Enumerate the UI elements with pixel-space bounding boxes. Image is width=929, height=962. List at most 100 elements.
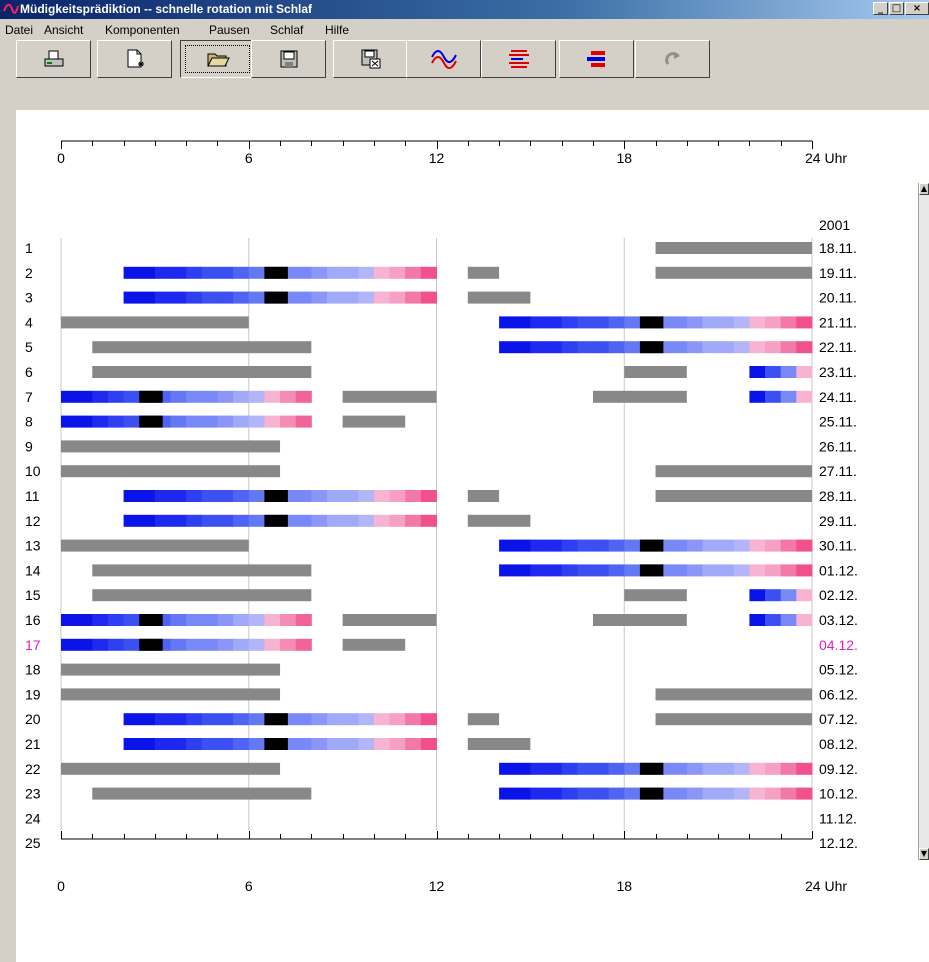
- row-label: 8: [25, 414, 33, 430]
- shift-block: [530, 564, 547, 577]
- shift-block: [248, 614, 265, 626]
- shift-block: [373, 738, 391, 750]
- print-button[interactable]: [16, 40, 91, 78]
- shift-block: [92, 415, 109, 428]
- save-button[interactable]: [251, 40, 326, 78]
- shift-block: [186, 490, 203, 502]
- red-blue-bars-button[interactable]: [559, 40, 634, 78]
- row-label: 11: [25, 488, 40, 504]
- export-button[interactable]: [333, 40, 408, 78]
- shift-block: [686, 539, 703, 552]
- red-bars-button[interactable]: [481, 40, 556, 78]
- open-button[interactable]: [180, 40, 255, 78]
- shift-block: [592, 564, 610, 577]
- sleep-bar: [655, 688, 812, 701]
- shift-block: [311, 490, 328, 502]
- sleep-bar: [655, 465, 812, 478]
- menu-komponenten[interactable]: Komponenten: [105, 23, 180, 37]
- shift-block: [514, 787, 531, 800]
- shift-block: [420, 490, 437, 502]
- shift-block: [373, 713, 391, 726]
- shift-block: [796, 366, 813, 378]
- shift-block: [170, 490, 187, 502]
- shift-block: [546, 539, 563, 552]
- shift-block: [170, 713, 187, 726]
- shift-block: [780, 316, 797, 329]
- sleep-bar: [92, 564, 312, 577]
- shift-block: [186, 266, 203, 279]
- shift-block: [671, 762, 688, 775]
- shift-block: [765, 787, 782, 800]
- shift-block: [733, 341, 750, 354]
- shift-block: [499, 787, 516, 800]
- scroll-up-arrow-icon[interactable]: ▲: [919, 183, 929, 195]
- shift-block: [186, 514, 203, 527]
- shift-block: [514, 316, 531, 329]
- wake-marker: [264, 713, 288, 726]
- shift-block: [420, 713, 437, 726]
- shift-block: [123, 291, 140, 304]
- shift-block: [796, 539, 813, 552]
- shift-block: [592, 787, 610, 800]
- redo-icon: [664, 52, 680, 65]
- shift-block: [233, 291, 250, 304]
- vertical-scrollbar[interactable]: ▲ ▼: [918, 183, 929, 860]
- date-label: 28.11.: [819, 488, 857, 504]
- shift-block: [796, 341, 813, 354]
- wake-marker: [139, 390, 163, 403]
- maximize-button[interactable]: □: [889, 2, 904, 15]
- menu-ansicht[interactable]: Ansicht: [44, 23, 84, 37]
- shift-block: [530, 787, 547, 800]
- top-axis-tick-label: 24 Uhr: [805, 150, 847, 166]
- save-disk-icon: [280, 50, 297, 68]
- menu-hilfe[interactable]: Hilfe: [325, 23, 350, 37]
- scroll-down-arrow-icon[interactable]: ▼: [919, 848, 929, 860]
- shift-block: [373, 490, 391, 502]
- redo-button[interactable]: [635, 40, 710, 78]
- date-label: 06.12.: [819, 686, 858, 702]
- shift-block: [326, 738, 344, 750]
- shift-block: [671, 539, 688, 552]
- shift-block: [780, 589, 797, 602]
- shift-block: [107, 638, 125, 651]
- shift-block: [780, 341, 797, 354]
- row-label: 22: [25, 761, 41, 777]
- shift-block: [139, 490, 156, 502]
- row-label: 10: [25, 463, 41, 479]
- sleep-bar: [467, 490, 500, 502]
- menu-schlaf[interactable]: Schlaf: [270, 23, 304, 37]
- shift-block: [248, 638, 265, 651]
- shift-block: [749, 341, 766, 354]
- shift-block: [624, 787, 641, 800]
- shift-block: [311, 291, 328, 304]
- menu-pausen[interactable]: Pausen: [209, 23, 250, 37]
- date-label: 04.12.: [819, 637, 858, 653]
- menu-datei[interactable]: Datei: [5, 23, 34, 37]
- shift-block: [123, 638, 140, 651]
- shift-block: [201, 390, 218, 403]
- curves-button[interactable]: [406, 40, 481, 78]
- shift-block: [280, 614, 297, 626]
- close-button[interactable]: ×: [905, 2, 929, 15]
- shift-block: [624, 762, 641, 775]
- sleep-bar: [92, 589, 312, 602]
- shift-block: [546, 787, 563, 800]
- shift-block: [718, 341, 735, 354]
- red-blue-bars-icon: [586, 51, 605, 67]
- minimize-button[interactable]: _: [873, 2, 888, 15]
- date-label: 12.12.: [819, 835, 858, 851]
- shift-block: [780, 614, 797, 626]
- shift-block: [686, 564, 703, 577]
- sleep-bar: [92, 341, 312, 354]
- shift-block: [624, 341, 641, 354]
- shift-block: [389, 291, 406, 304]
- new-button[interactable]: [97, 40, 172, 78]
- red-bars-icon: [508, 50, 529, 68]
- sleep-bar: [467, 291, 531, 304]
- shift-block: [123, 713, 140, 726]
- bottom-axis-tick-label: 18: [616, 878, 632, 894]
- row-label: 1: [25, 240, 33, 256]
- shift-block: [577, 787, 594, 800]
- chart-canvas: 0 6 12 18 24 Uhr 0 6 12 18 24 Uhr 2001 1 18.11. 2 19.1…: [16, 110, 929, 962]
- shift-block: [796, 614, 813, 626]
